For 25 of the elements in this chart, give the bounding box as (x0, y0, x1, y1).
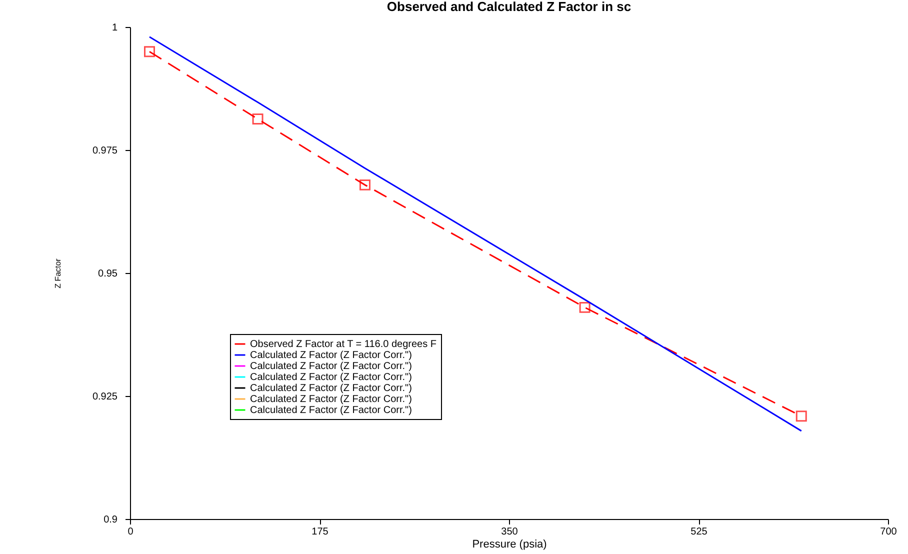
legend-label: Calculated Z Factor (Z Factor Corr.") (250, 405, 412, 416)
x-tick-label: 0 (128, 526, 134, 538)
y-axis-title: Z Factor (53, 258, 62, 288)
x-tick-label: 700 (880, 526, 898, 538)
y-tick-label: 0.975 (92, 146, 118, 156)
point (359, 179, 370, 190)
x-tick-label: 525 (690, 526, 708, 538)
y-tick-label: 0.9 (104, 514, 118, 526)
point (252, 114, 264, 124)
legend-label: Calculated Z Factor (Z Factor Corr.") (250, 383, 412, 394)
y-tick-label: 1 (112, 22, 118, 34)
y-tick-label: 0.925 (92, 392, 118, 402)
legend-label: Calculated Z Factor (Z Factor Corr.") (250, 350, 412, 361)
point (796, 410, 807, 422)
point (144, 46, 155, 58)
legend-label: Calculated Z Factor (Z Factor Corr.") (250, 372, 412, 383)
x-tick-label: 350 (501, 526, 518, 538)
legend-label: Calculated Z Factor (Z Factor Corr.") (250, 394, 412, 405)
legend-label: Calculated Z Factor (Z Factor Corr.") (250, 361, 412, 372)
chart-title: Observed and Calculated Z Factor in sc (386, 0, 632, 14)
y-tick-label: 0.95 (98, 268, 118, 280)
x-axis-title: Pressure (psia) (472, 538, 547, 550)
legend-label: Observed Z Factor at T = 116.0 degrees F (250, 339, 436, 350)
x-tick-label: 175 (312, 526, 329, 538)
point (579, 302, 590, 313)
